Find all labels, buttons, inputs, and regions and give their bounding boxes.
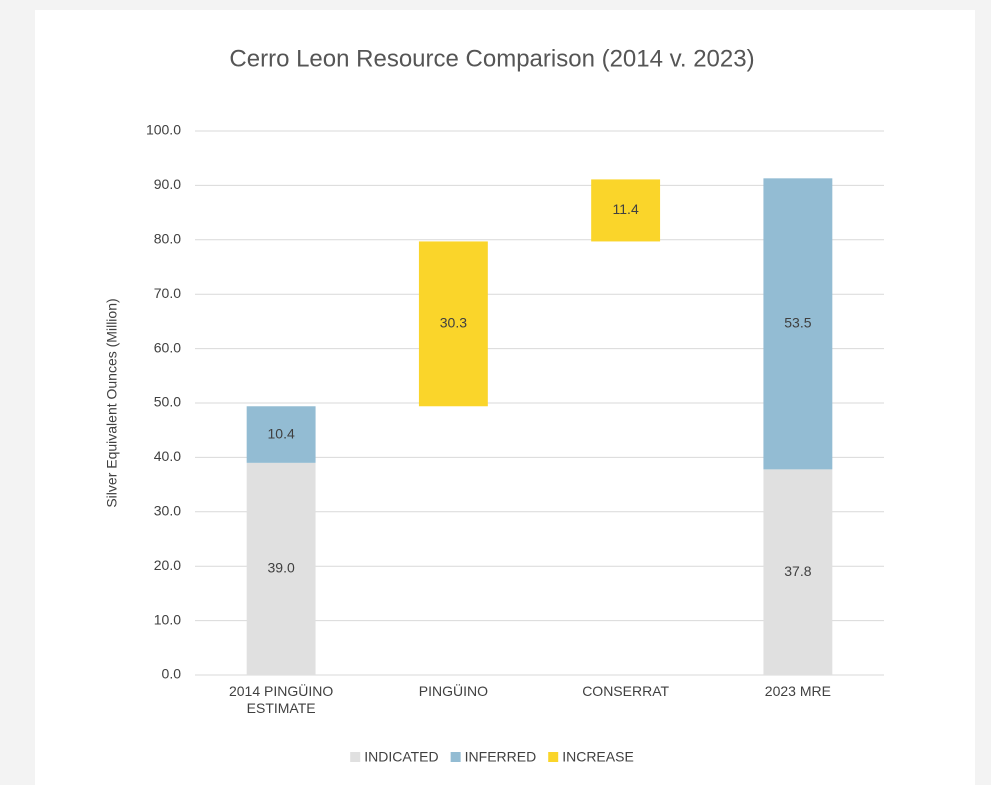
bar bbox=[763, 178, 833, 470]
data-label: 11.4 bbox=[613, 201, 639, 217]
data-label: 53.5 bbox=[784, 315, 811, 331]
bar bbox=[246, 406, 316, 463]
legend-swatch bbox=[350, 752, 361, 762]
y-tick-label: 40.0 bbox=[154, 448, 181, 464]
y-tick-label: 10.0 bbox=[154, 611, 181, 627]
x-tick-label: 2014 PINGÜINO ESTIMATE bbox=[228, 683, 334, 716]
legend-swatch bbox=[450, 752, 461, 762]
y-tick-label: 30.0 bbox=[154, 503, 181, 519]
y-tick-label: 0.0 bbox=[162, 666, 182, 682]
data-label: 37.8 bbox=[784, 563, 811, 579]
y-tick-label: 20.0 bbox=[154, 557, 181, 573]
legend-swatch bbox=[548, 752, 559, 762]
x-tick-label-box: PINGÜINO bbox=[418, 683, 488, 699]
y-axis-label: Silver Equivalent Ounces (Million) bbox=[104, 298, 120, 507]
legend-label: INFERRED bbox=[465, 749, 537, 765]
x-tick-label: PINGÜINO bbox=[418, 683, 488, 699]
x-tick-label-box: 2014 PINGÜINO ESTIMATE bbox=[228, 683, 334, 716]
x-tick-label: CONSERRAT bbox=[582, 683, 670, 699]
y-tick-label: 60.0 bbox=[154, 339, 181, 355]
data-label: 30.3 bbox=[440, 315, 467, 331]
data-label: 39.0 bbox=[268, 560, 295, 576]
x-tick-label-box: 2023 MRE bbox=[764, 683, 831, 699]
legend-label: INDICATED bbox=[364, 749, 438, 765]
y-tick-label: 100.0 bbox=[146, 122, 181, 138]
y-tick-label: 80.0 bbox=[154, 231, 181, 247]
bar bbox=[763, 469, 833, 675]
chart-title: Cerro Leon Resource Comparison (2014 v. … bbox=[229, 45, 754, 72]
bar bbox=[246, 462, 316, 675]
y-tick-label: 70.0 bbox=[154, 285, 181, 301]
y-tick-label: 50.0 bbox=[154, 394, 181, 410]
x-tick-label: 2023 MRE bbox=[764, 683, 831, 699]
data-label: 10.4 bbox=[268, 425, 295, 441]
y-tick-label: 90.0 bbox=[154, 176, 181, 192]
bar bbox=[418, 241, 488, 407]
bar bbox=[591, 179, 661, 242]
x-tick-label-box: CONSERRAT bbox=[582, 683, 670, 699]
legend-label: INCREASE bbox=[562, 749, 634, 765]
